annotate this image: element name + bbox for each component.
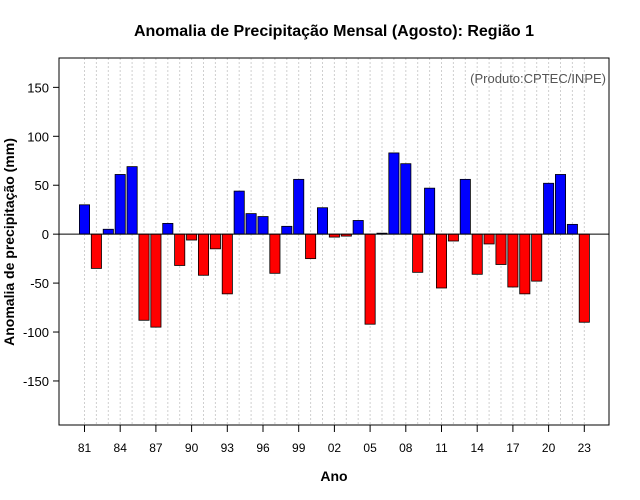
x-tick-label: 23 bbox=[578, 441, 592, 455]
bar-1984 bbox=[114, 174, 126, 235]
x-tick-label: 87 bbox=[149, 441, 163, 455]
x-tick-label: 96 bbox=[256, 441, 270, 455]
x-axis: 81 84 87 90 93 96 99 02 05 08 11 14 17 20 23 bbox=[78, 425, 591, 455]
x-tick-label: 05 bbox=[363, 441, 377, 455]
x-axis-label: Ano bbox=[320, 468, 347, 484]
bar-1988 bbox=[162, 222, 174, 235]
bar-1983 bbox=[102, 228, 114, 235]
y-tick-label: -100 bbox=[23, 325, 49, 340]
bar-2001 bbox=[316, 207, 328, 235]
bar-2000 bbox=[305, 233, 317, 260]
bar-2020 bbox=[543, 182, 555, 235]
bar-2018 bbox=[519, 233, 531, 295]
bar-2010 bbox=[424, 187, 436, 235]
bar-2009 bbox=[412, 233, 424, 273]
bar-2015 bbox=[483, 233, 495, 245]
bar-2011 bbox=[435, 233, 447, 289]
bar-1985 bbox=[126, 166, 138, 235]
chart-title: Anomalia de Precipitação Mensal (Agosto)… bbox=[134, 23, 534, 40]
x-tick-label: 11 bbox=[435, 441, 448, 455]
bar-1993 bbox=[221, 233, 233, 295]
bar-2019 bbox=[531, 233, 543, 282]
bar-2016 bbox=[495, 233, 507, 265]
x-tick-label: 81 bbox=[78, 441, 92, 455]
x-tick-label: 14 bbox=[471, 441, 485, 455]
bar-2017 bbox=[507, 233, 519, 288]
grid-lines bbox=[84, 58, 585, 425]
bar-2012 bbox=[447, 233, 459, 242]
x-tick-label: 99 bbox=[292, 441, 306, 455]
y-tick-label: 150 bbox=[27, 80, 49, 95]
x-tick-label: 02 bbox=[328, 441, 342, 455]
bar-2021 bbox=[555, 174, 567, 235]
bars bbox=[79, 152, 590, 328]
y-tick-label: 0 bbox=[42, 227, 49, 242]
bar-1981 bbox=[79, 204, 91, 235]
y-tick-label: 100 bbox=[27, 129, 49, 144]
bar-2013 bbox=[459, 178, 471, 235]
bar-1986 bbox=[138, 233, 150, 321]
y-tick-label: -50 bbox=[30, 276, 49, 291]
bar-2022 bbox=[566, 223, 578, 235]
bar-2023 bbox=[578, 233, 590, 323]
bar-1997 bbox=[269, 233, 281, 274]
x-tick-label: 20 bbox=[542, 441, 556, 455]
x-tick-label: 08 bbox=[399, 441, 413, 455]
bar-1989 bbox=[174, 233, 186, 266]
bar-1990 bbox=[186, 233, 198, 241]
bar-1998 bbox=[281, 225, 293, 235]
y-tick-label: -150 bbox=[23, 374, 49, 389]
bar-1982 bbox=[90, 233, 102, 269]
bar-2007 bbox=[388, 152, 400, 235]
bar-2004 bbox=[352, 220, 364, 235]
y-tick-label: 50 bbox=[35, 178, 49, 193]
bar-1987 bbox=[150, 233, 162, 328]
bar-1999 bbox=[293, 178, 305, 235]
bar-1995 bbox=[245, 213, 257, 235]
bar-1992 bbox=[209, 233, 221, 250]
bar-1991 bbox=[197, 233, 209, 276]
x-tick-label: 84 bbox=[114, 441, 128, 455]
bar-1994 bbox=[233, 190, 245, 235]
bar-2005 bbox=[364, 233, 376, 325]
y-axis: -150 -100 -50 0 50 100 150 bbox=[23, 80, 59, 389]
x-tick-label: 17 bbox=[506, 441, 520, 455]
bar-2014 bbox=[471, 233, 483, 275]
x-tick-label: 93 bbox=[221, 441, 235, 455]
x-tick-label: 90 bbox=[185, 441, 199, 455]
credit-text: (Produto:CPTEC/INPE) bbox=[470, 71, 606, 86]
bar-1996 bbox=[257, 216, 269, 235]
y-axis-label: Anomalia de precipitação (mm) bbox=[1, 138, 17, 346]
bar-2008 bbox=[400, 163, 412, 235]
